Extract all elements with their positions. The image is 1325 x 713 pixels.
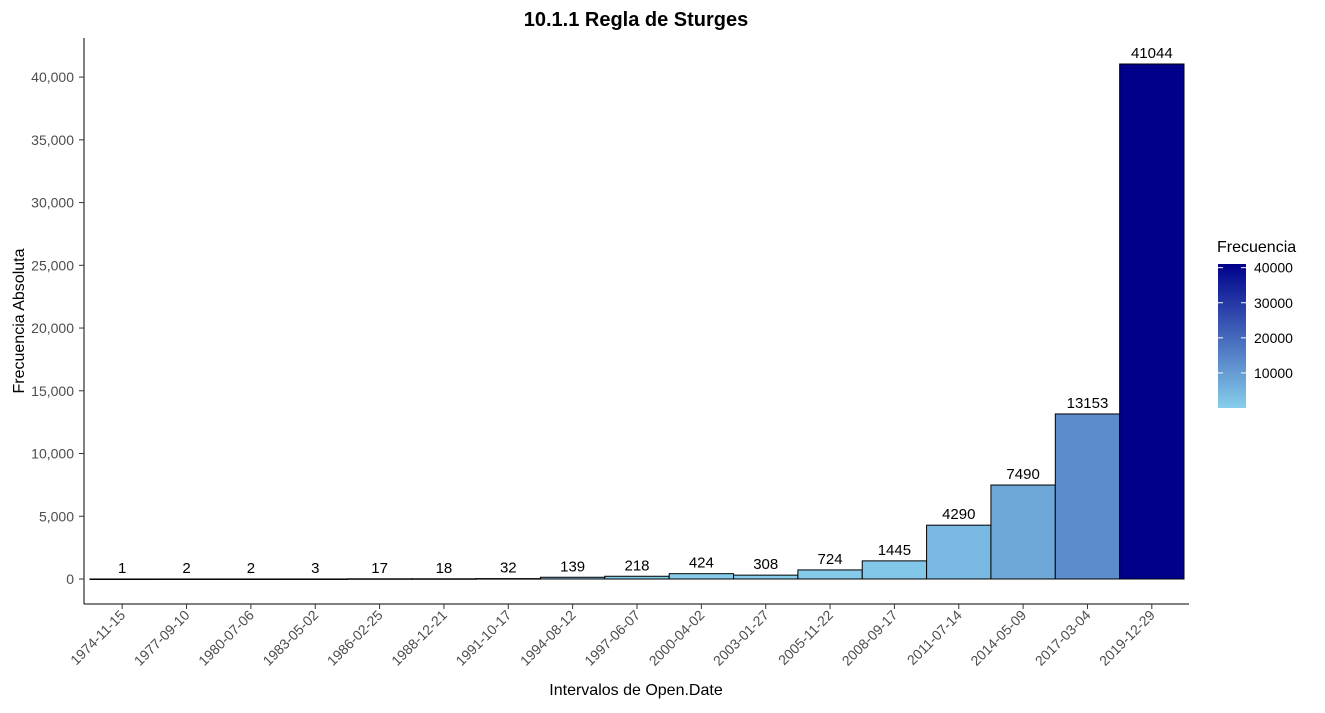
x-tick-label: 2005-11-22 xyxy=(775,607,836,668)
x-tick-label: 2017-03-04 xyxy=(1032,607,1094,669)
histogram-bar xyxy=(604,575,670,580)
bar-value-label: 1 xyxy=(118,560,126,577)
bar-value-label: 18 xyxy=(436,560,453,577)
color-legend: Frecuencia 10000 20000 30000 40000 xyxy=(1217,239,1296,408)
bar-value-label: 2 xyxy=(182,560,190,577)
bar-value-label: 1445 xyxy=(878,542,911,559)
legend-tick-label: 40000 xyxy=(1254,260,1293,276)
x-tick-label: 2019-12-29 xyxy=(1096,607,1158,669)
bar-value-label: 3 xyxy=(311,560,319,577)
histogram-bar xyxy=(539,576,606,580)
y-ticks-layer: 0 5,000 10,000 15,000 20,000 25,000 30,000 35,0… xyxy=(31,69,84,587)
bar-value-label: 308 xyxy=(753,556,778,573)
histogram-bar xyxy=(475,578,541,580)
histogram-bar xyxy=(346,578,413,580)
bar-value-label: 7490 xyxy=(1006,466,1039,483)
x-tick-label: 1991-10-17 xyxy=(452,607,514,669)
x-tick-label: 1974-11-15 xyxy=(67,607,128,668)
legend-tick-label: 30000 xyxy=(1254,295,1293,311)
x-tick-label: 2011-07-14 xyxy=(904,607,965,668)
histogram-bar xyxy=(990,484,1056,580)
bar-value-label: 724 xyxy=(818,551,843,568)
chart-title: 10.1.1 Regla de Sturges xyxy=(524,9,749,31)
y-tick-label: 40,000 xyxy=(31,69,74,85)
y-tick-label: 35,000 xyxy=(31,132,74,148)
x-tick-label: 1988-12-21 xyxy=(388,607,450,669)
histogram-bar xyxy=(282,578,348,580)
x-tick-label: 2008-09-17 xyxy=(839,607,901,669)
y-tick-label: 20,000 xyxy=(31,320,74,336)
data-labels-layer: 1 2 2 3 17 18 32 139 218 424 308 724 1445 4290 7490 131… xyxy=(118,45,1173,577)
x-tick-label: 1997-06-07 xyxy=(581,607,643,669)
x-tick-label: 1983-05-02 xyxy=(259,607,321,669)
bar-value-label: 2 xyxy=(247,560,255,577)
y-tick-label: 15,000 xyxy=(31,383,74,399)
legend-tick-label: 10000 xyxy=(1254,365,1293,381)
histogram-bar xyxy=(218,578,284,580)
y-tick-label: 25,000 xyxy=(31,257,74,273)
y-tick-label: 5,000 xyxy=(39,508,74,524)
bar-value-label: 424 xyxy=(689,555,714,572)
legend-ticks-layer: 10000 20000 30000 40000 xyxy=(1218,260,1293,381)
bar-value-label: 13153 xyxy=(1067,395,1109,412)
x-tick-label: 1980-07-06 xyxy=(195,607,257,669)
x-tick-label: 1986-02-25 xyxy=(324,607,386,669)
bar-value-label: 17 xyxy=(371,560,388,577)
bar-value-label: 41044 xyxy=(1131,45,1173,62)
bar-value-label: 218 xyxy=(624,557,649,574)
legend-color-bar xyxy=(1218,264,1246,408)
histogram-bar xyxy=(926,524,992,580)
x-tick-label: 2014-05-09 xyxy=(967,607,1029,669)
y-tick-label: 10,000 xyxy=(31,446,74,462)
y-tick-label: 30,000 xyxy=(31,195,74,211)
x-ticks-layer: 1974-11-15 1977-09-10 1980-07-06 1983-05-02… xyxy=(67,604,1158,669)
x-tick-label: 1977-09-10 xyxy=(131,607,193,669)
bars-layer xyxy=(89,63,1185,580)
histogram-bar xyxy=(733,574,799,580)
histogram-bar xyxy=(1119,63,1185,580)
histogram-bar xyxy=(861,560,928,580)
x-axis-title: Intervalos de Open.Date xyxy=(549,682,723,699)
x-tick-label: 1994-08-12 xyxy=(517,607,579,669)
x-tick-label: 2000-04-02 xyxy=(646,607,708,669)
bar-value-label: 4290 xyxy=(942,506,975,523)
histogram-bar xyxy=(411,578,477,580)
histogram-bar xyxy=(668,573,735,580)
histogram-bar xyxy=(797,569,863,580)
histogram-bar xyxy=(1054,413,1121,580)
legend-title: Frecuencia xyxy=(1217,239,1296,256)
x-tick-label: 2003-01-27 xyxy=(710,607,772,669)
y-tick-label: 0 xyxy=(66,571,74,587)
y-axis-title: Frecuencia Absoluta xyxy=(11,248,28,393)
histogram-bar xyxy=(153,578,220,580)
legend-tick-label: 20000 xyxy=(1254,330,1293,346)
bar-value-label: 32 xyxy=(500,560,517,577)
histogram-bar xyxy=(89,578,155,580)
bar-value-label: 139 xyxy=(560,558,585,575)
